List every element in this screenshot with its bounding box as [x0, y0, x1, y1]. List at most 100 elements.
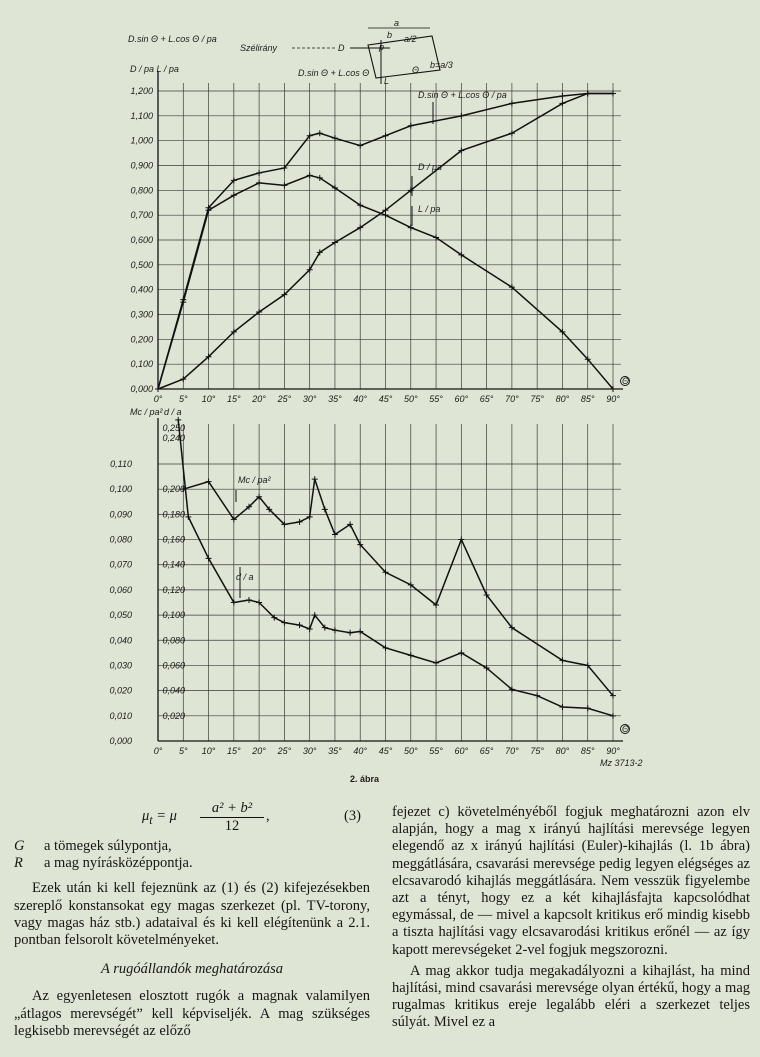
top-x-axis-symbol: Θ: [622, 376, 629, 386]
formula-numerator: a² + b²: [200, 800, 264, 819]
bottom-chart: Θ 0,0000,0100,0200,0300,0400,0500,0600,0…: [109, 407, 642, 768]
left-column: μt = μ a² + b² 12 , (3) G a tömegek súly…: [14, 800, 370, 1040]
top-series-0-point-5: [281, 164, 288, 171]
top-series-2-point-10: [382, 212, 389, 219]
bottom-series-1-point-19: [483, 664, 490, 671]
top-series-2-point-17: [610, 386, 616, 392]
bottom-y-axis-label-left: Mc / pa²: [130, 407, 164, 417]
bottom-y-tick-right-6: 0,140: [162, 560, 185, 570]
top-series-0-point-7: [316, 130, 323, 137]
inset-plate: [367, 35, 441, 79]
bottom-y-tick-left-7: 0,070: [109, 560, 132, 570]
bottom-y-tick-right-3: 0,080: [162, 635, 185, 645]
top-x-tick-3: 15°: [227, 394, 241, 404]
definition-g-text: a tömegek súlypontja,: [44, 838, 172, 854]
bottom-y-tick-right-8: 0,180: [162, 509, 185, 519]
top-series-2-point-3: [230, 192, 237, 199]
inset-wind-label: Szélirány: [240, 43, 278, 53]
top-y-tick-8: 0,800: [130, 185, 153, 195]
top-series-2-point-16: [584, 356, 591, 363]
top-series-0-point-4: [256, 169, 263, 176]
inset-d-label: D: [338, 43, 345, 53]
annotation-sum-curve: D.sin Θ + L.cos Θ / pa: [418, 90, 507, 100]
bottom-y-tick-right-0: 0,020: [162, 711, 185, 721]
top-y-tick-3: 0,300: [130, 310, 153, 320]
top-x-tick-14: 70°: [505, 394, 519, 404]
wind-diagram-inset: Szélirány D a b a/2 p L Θ D.sin Θ + L.co…: [240, 18, 453, 86]
right-paragraph-2: A mag akkor tudja megakadályozni a kihaj…: [392, 962, 750, 1031]
top-series-2-point-9: [357, 202, 364, 209]
bottom-x-tick-6: 30°: [303, 746, 317, 756]
top-x-tick-8: 40°: [353, 394, 367, 404]
bottom-series-1-point-14: [357, 628, 364, 635]
top-x-tick-0: 0°: [154, 394, 163, 404]
bottom-y-tick-left-3: 0,030: [109, 660, 132, 670]
bottom-x-tick-13: 65°: [480, 746, 494, 756]
bottom-series-1-point-10: [311, 612, 318, 619]
bottom-x-tick-10: 50°: [404, 746, 418, 756]
bottom-y-tick-left-9: 0,090: [109, 509, 132, 519]
top-series-2-point-2: [205, 207, 212, 214]
top-series-1-point-15: [584, 90, 591, 97]
top-x-tick-15: 75°: [530, 394, 544, 404]
bottom-y-tick-left-0: 0,000: [109, 736, 132, 746]
top-series-0-point-13: [508, 100, 515, 107]
top-series-0-point-10: [382, 132, 389, 139]
bottom-series-1-point-13: [347, 629, 354, 636]
bottom-series-0-point-7: [296, 518, 303, 525]
bottom-x-tick-12: 60°: [455, 746, 469, 756]
top-series-1-point-6: [306, 266, 313, 273]
top-series-line-2: [157, 174, 614, 390]
bottom-series-1-point-2: [205, 555, 212, 562]
top-series-1-point-13: [508, 130, 515, 137]
bottom-x-tick-1: 5°: [179, 746, 188, 756]
bottom-x-tick-8: 40°: [353, 746, 367, 756]
top-x-tick-12: 60°: [455, 394, 469, 404]
bottom-series-1-point-9: [306, 625, 313, 632]
top-grid: [157, 83, 621, 390]
top-series-2-point-11: [407, 224, 414, 231]
top-y-tick-labels: 0,000 0,100 0,200 0,300 0,400 0,500 0,600 0,700…: [130, 86, 153, 394]
bottom-y-tick-right-10: 0,240: [162, 433, 185, 443]
bottom-x-tick-2: 10°: [202, 746, 216, 756]
top-series-2-point-12: [433, 234, 440, 241]
top-x-tick-labels: 0° 5° 10° 15° 20° 25° 30° 35° 40° 45° 50° 55° 60° 65°…: [154, 394, 621, 404]
top-x-tick-5: 25°: [277, 394, 292, 404]
bottom-grid: [157, 424, 621, 742]
bottom-series-0-point-20: [559, 657, 566, 664]
bottom-y-tick-labels: 0,000 0,010 0,020 0,030 0,040 0,050 0,060 0,070…: [109, 423, 185, 746]
bottom-x-tick-14: 70°: [505, 746, 519, 756]
bottom-series-0-point-14: [382, 569, 389, 576]
bottom-x-tick-7: 35°: [328, 746, 342, 756]
bottom-x-axis-symbol-circle: [620, 724, 630, 734]
formula-3: μt = μ a² + b² 12 , (3): [14, 800, 370, 834]
top-series-1-point-1: [180, 376, 187, 383]
bottom-series-0-point-8: [306, 513, 313, 520]
bottom-series-1-point-24: [610, 712, 616, 719]
bottom-y-tick-left-4: 0,040: [109, 635, 132, 645]
bottom-series-1-point-17: [433, 659, 440, 666]
top-series-0-point-8: [331, 135, 338, 142]
inset-b-ratio: b=a/3: [430, 60, 453, 70]
formula-number: (3): [344, 808, 361, 824]
bottom-x-tick-9: 45°: [379, 746, 393, 756]
bottom-series-0-point-9: [311, 476, 318, 483]
bottom-x-tick-16: 80°: [556, 746, 570, 756]
top-y-tick-2: 0,200: [130, 334, 153, 344]
top-x-tick-18: 90°: [606, 394, 620, 404]
bottom-series-1-point-15: [382, 644, 389, 651]
bottom-series-0-point-2: [230, 516, 237, 523]
bottom-series-1-point-1: [185, 513, 192, 520]
top-series-2-point-7: [316, 174, 323, 181]
bottom-axes: Θ: [157, 418, 630, 742]
top-series-1-point-7: [316, 249, 323, 256]
bottom-x-tick-labels: 0° 5° 10° 15° 20° 25° 30° 35° 40° 45° 50° 55° 60° 65°…: [154, 746, 621, 756]
inset-sum-label: D.sin Θ + L.cos Θ: [298, 68, 369, 78]
top-series-1-point-16: [610, 90, 616, 97]
bottom-series-0-point-6: [281, 521, 288, 528]
top-series-1-point-2: [205, 353, 212, 360]
bottom-series-group: [175, 416, 616, 719]
top-series-0-point-3: [230, 177, 237, 184]
bottom-y-tick-left-8: 0,080: [109, 535, 132, 545]
top-x-tick-6: 30°: [303, 394, 317, 404]
